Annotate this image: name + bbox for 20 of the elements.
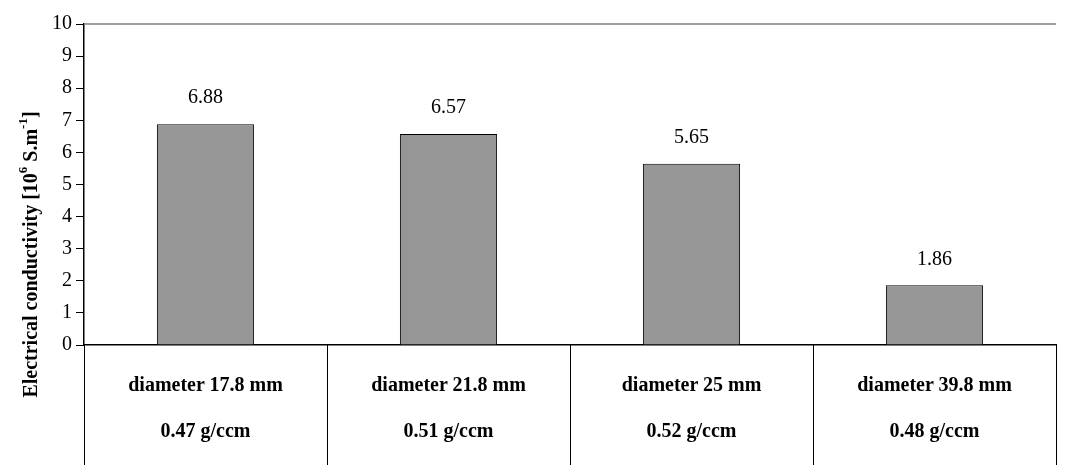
y-tick-label: 0 bbox=[62, 332, 72, 355]
category-label: diameter 17.8 mm 0.47 g/ccm bbox=[128, 373, 283, 442]
y-tick-label: 8 bbox=[62, 75, 72, 98]
y-tick-label: 3 bbox=[62, 235, 72, 258]
y-tick-label: 9 bbox=[62, 43, 72, 66]
category-label: diameter 25 mm 0.52 g/ccm bbox=[621, 373, 762, 442]
y-tick-label: 7 bbox=[62, 107, 72, 130]
y-tick-label: 5 bbox=[62, 171, 72, 194]
data-label: 1.86 bbox=[917, 246, 952, 269]
y-tick-label: 1 bbox=[62, 300, 72, 323]
y-tick-label: 2 bbox=[62, 268, 72, 291]
data-label: 6.88 bbox=[188, 85, 223, 108]
y-tick-label: 6 bbox=[62, 139, 72, 162]
category-label: diameter 39.8 mm 0.48 g/ccm bbox=[857, 373, 1012, 442]
category-label: diameter 21.8 mm 0.51 g/ccm bbox=[371, 373, 526, 442]
y-axis-title: Electrical conductivity [106 S.m-1] bbox=[15, 111, 43, 398]
y-tick-label: 10 bbox=[52, 11, 72, 34]
data-label: 6.57 bbox=[431, 95, 466, 118]
y-tick-label: 4 bbox=[62, 203, 72, 226]
data-label: 5.65 bbox=[674, 124, 709, 147]
